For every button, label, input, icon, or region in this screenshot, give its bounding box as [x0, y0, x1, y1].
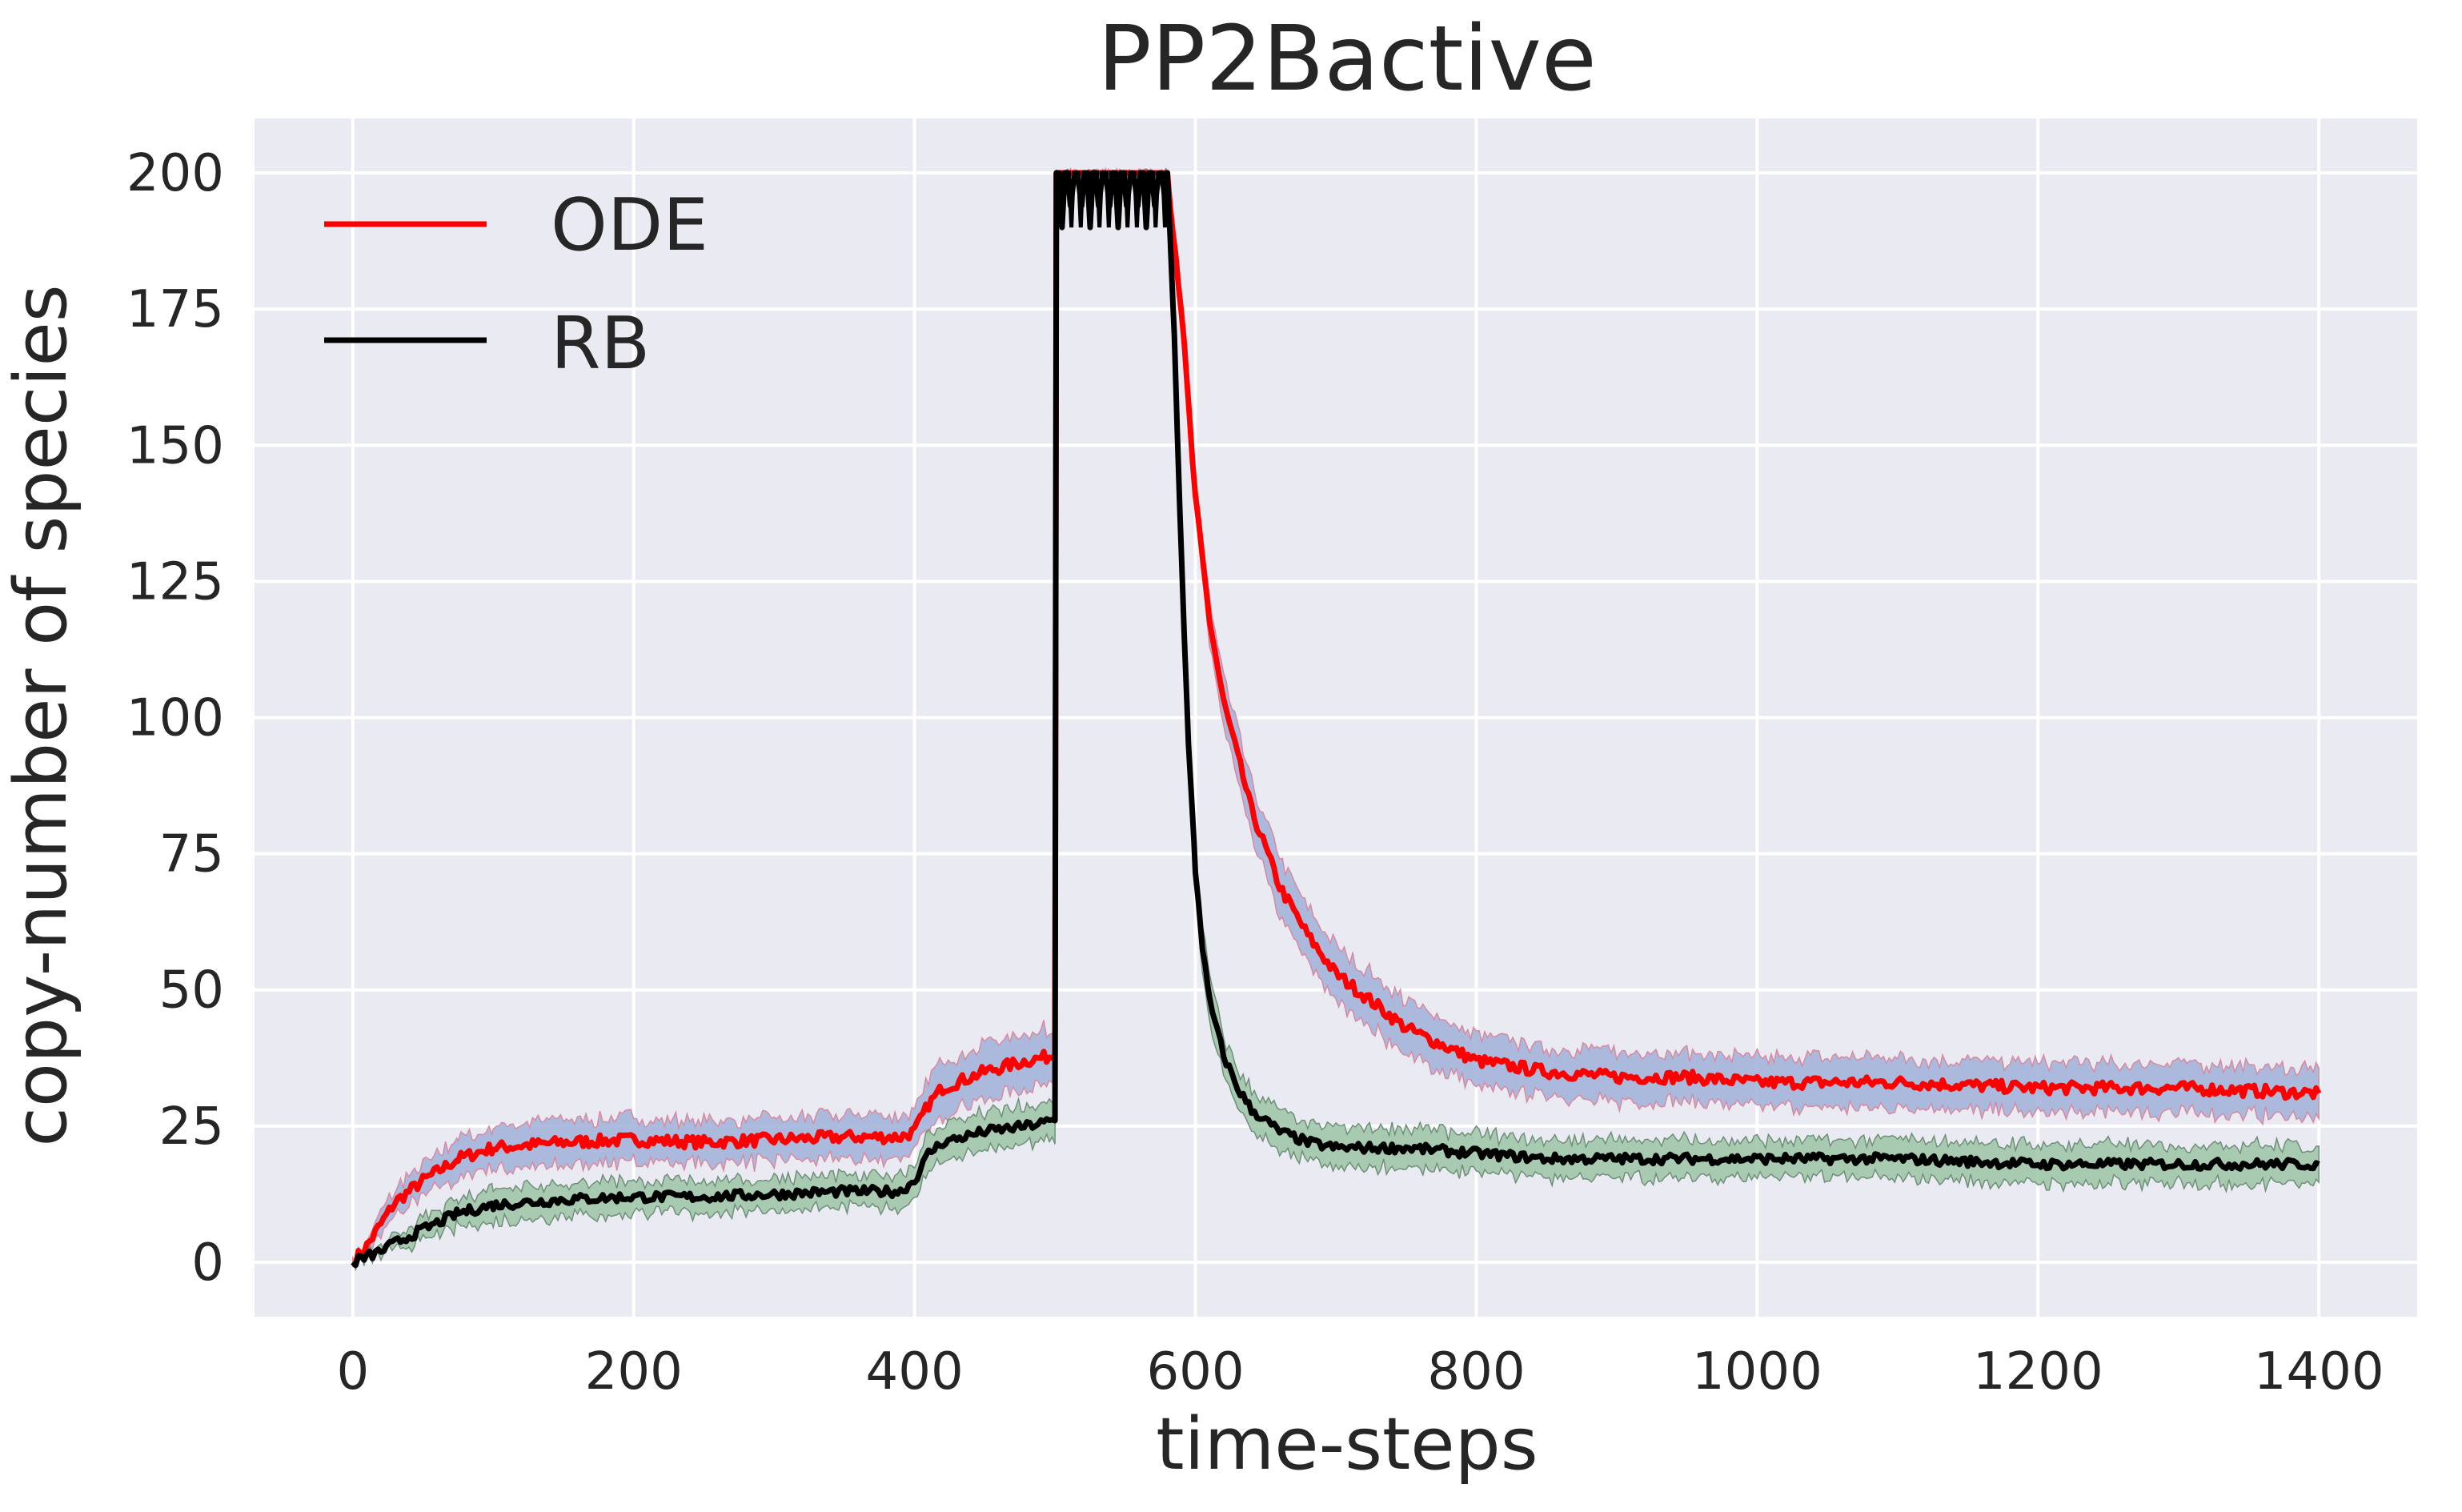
y-tick-labels: 0 25 50 75 100 125 150 175 200 [126, 144, 224, 1293]
legend: ODE RB [324, 183, 708, 386]
x-tick-label: 400 [866, 1342, 964, 1402]
legend-label-rb: RB [551, 302, 650, 386]
y-tick-label: 75 [159, 825, 224, 884]
y-tick-label: 175 [126, 280, 224, 339]
y-tick-label: 100 [126, 689, 224, 748]
series-line-ode [351, 170, 2322, 1268]
y-tick-label: 50 [159, 961, 224, 1021]
x-tick-label: 1200 [1973, 1342, 2103, 1402]
x-tick-label: 0 [336, 1342, 369, 1402]
x-tick-label: 600 [1146, 1342, 1244, 1402]
y-tick-label: 200 [126, 144, 224, 203]
confidence-bands [352, 166, 2320, 1272]
band-rb [352, 167, 2320, 1272]
y-axis-label: copy-number of species [0, 284, 83, 1146]
series-lines [351, 170, 2322, 1269]
x-tick-label: 1000 [1692, 1342, 1822, 1402]
y-tick-label: 25 [159, 1097, 224, 1157]
x-tick-labels: 0 200 400 600 800 1000 1200 1400 [336, 1342, 2384, 1402]
y-tick-label: 125 [126, 552, 224, 612]
chart-title: PP2Bactive [1097, 7, 1597, 111]
band-ode [352, 166, 2320, 1268]
legend-label-ode: ODE [551, 183, 708, 267]
y-tick-label: 0 [191, 1233, 224, 1293]
x-axis-label: time-steps [1156, 1402, 1538, 1486]
x-tick-label: 200 [585, 1342, 683, 1402]
y-tick-label: 150 [126, 416, 224, 475]
x-tick-label: 1400 [2254, 1342, 2384, 1402]
series-line-rb [351, 170, 2320, 1269]
x-tick-label: 800 [1427, 1342, 1525, 1402]
